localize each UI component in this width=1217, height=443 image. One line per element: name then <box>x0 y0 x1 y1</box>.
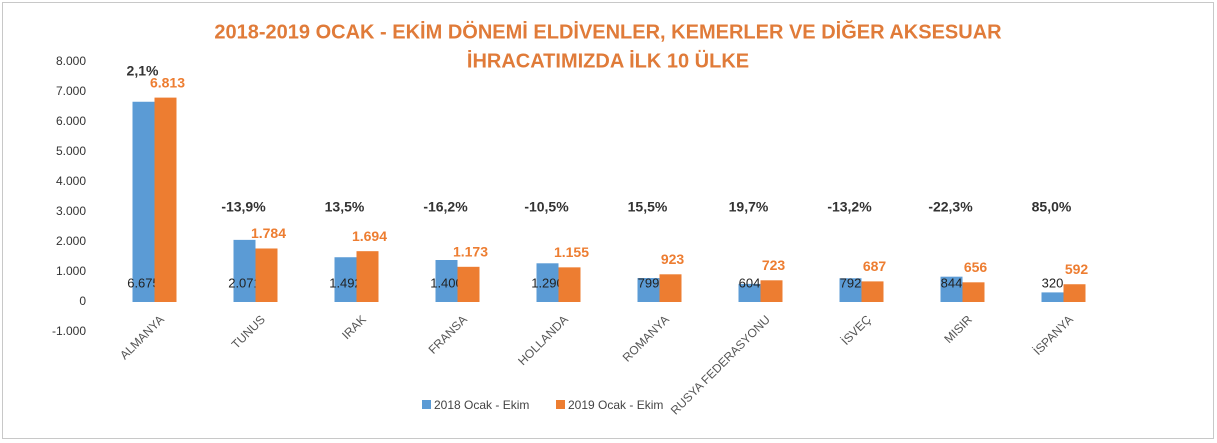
bar <box>1041 292 1064 302</box>
x-tick-label: TUNUS <box>229 312 268 351</box>
change-label: 19,7% <box>729 199 769 215</box>
x-tick-label: İSVEÇ <box>838 312 874 348</box>
data-label: 1.784 <box>251 225 286 241</box>
bar <box>1063 284 1086 302</box>
x-tick-label: HOLLANDA <box>515 312 571 368</box>
legend-swatch <box>556 400 565 409</box>
data-label: 592 <box>1065 261 1089 277</box>
data-label: 1.400 <box>430 275 463 290</box>
bar <box>334 257 357 302</box>
x-tick-label: MISIR <box>941 312 975 346</box>
change-label: -13,9% <box>221 199 266 215</box>
x-tick-label: ALMANYA <box>117 312 167 362</box>
change-label: -13,2% <box>827 199 872 215</box>
y-tick-label: 3.000 <box>56 204 86 218</box>
bar <box>154 97 177 302</box>
y-tick-label: 5.000 <box>56 144 86 158</box>
data-label: 1.173 <box>453 244 488 260</box>
change-label: -16,2% <box>423 199 468 215</box>
data-label: 320 <box>1042 275 1064 290</box>
data-label: 1.694 <box>352 228 387 244</box>
x-tick-label: ROMANYA <box>620 312 672 364</box>
data-label: 1.492 <box>329 275 362 290</box>
change-label: -10,5% <box>524 199 569 215</box>
x-tick-label: IRAK <box>339 312 369 342</box>
y-tick-label: -1.000 <box>52 324 86 338</box>
x-tick-label: İSPANYA <box>1030 312 1075 357</box>
x-tick-label: FRANSA <box>426 312 470 356</box>
data-label: 2.071 <box>228 275 261 290</box>
data-label: 604 <box>739 275 761 290</box>
bar <box>233 239 256 302</box>
data-label: 792 <box>840 275 862 290</box>
y-tick-label: 1.000 <box>56 264 86 278</box>
bar <box>839 278 862 302</box>
data-label: 687 <box>863 258 887 274</box>
data-label: 723 <box>762 257 786 273</box>
bar <box>356 251 379 302</box>
change-label: 13,5% <box>325 199 365 215</box>
bar <box>558 267 581 302</box>
data-label: 844 <box>941 275 963 290</box>
change-label: -22,3% <box>928 199 973 215</box>
bar <box>435 260 458 302</box>
y-tick-label: 8.000 <box>56 54 86 68</box>
bar <box>861 281 884 302</box>
legend-entry: 2018 Ocak - Ekim <box>422 396 534 414</box>
change-label: 2,1% <box>127 62 159 78</box>
bar <box>738 283 761 302</box>
y-tick-label: 6.000 <box>56 114 86 128</box>
y-tick-label: 4.000 <box>56 174 86 188</box>
y-tick-label: 0 <box>79 294 86 308</box>
chart-title: 2018-2019 OCAK - EKİM DÖNEMİ ELDİVENLER,… <box>214 19 1002 43</box>
data-label: 6.813 <box>150 74 185 90</box>
change-label: 85,0% <box>1032 199 1072 215</box>
bar <box>637 278 660 302</box>
data-label: 923 <box>661 251 685 267</box>
data-label: 1.290 <box>531 275 564 290</box>
legend-entry: 2019 Ocak - Ekim <box>556 396 668 414</box>
change-label: 15,5% <box>628 199 668 215</box>
data-label: 656 <box>964 259 988 275</box>
data-label: 1.155 <box>554 244 589 260</box>
bar <box>536 263 559 302</box>
y-tick-label: 2.000 <box>56 234 86 248</box>
x-tick-label: RUSYA FEDERASYONU <box>668 312 773 417</box>
data-label: 799 <box>638 275 660 290</box>
bar <box>659 274 682 302</box>
data-label: 6.675 <box>127 275 160 290</box>
bar <box>962 282 985 302</box>
legend-swatch <box>422 400 431 409</box>
bar <box>457 266 480 302</box>
bar <box>940 276 963 302</box>
chart-title: İHRACATIMIZDA İLK 10 ÜLKE <box>467 49 749 72</box>
bar <box>255 248 278 302</box>
y-tick-label: 7.000 <box>56 84 86 98</box>
bar <box>132 101 155 302</box>
bar <box>760 280 783 302</box>
